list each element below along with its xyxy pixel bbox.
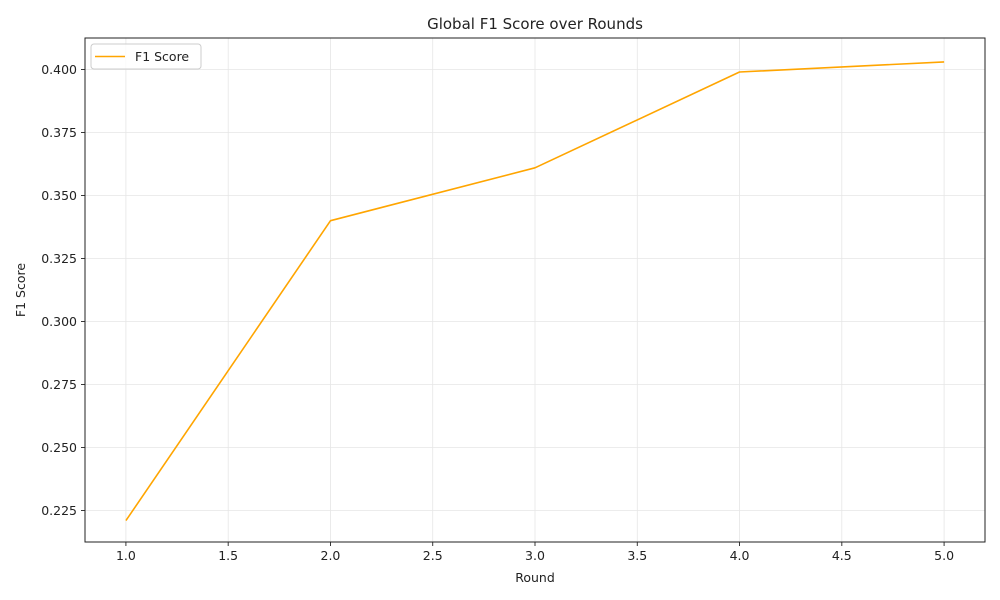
x-tick-label: 3.5 [627, 548, 647, 563]
y-tick-label: 0.250 [41, 440, 77, 455]
y-tick-label: 0.375 [41, 125, 77, 140]
chart-title: Global F1 Score over Rounds [427, 15, 643, 33]
x-tick-label: 2.0 [321, 548, 341, 563]
plot-area [125, 61, 945, 522]
y-axis-label: F1 Score [13, 263, 28, 317]
series-line [125, 61, 945, 522]
y-tick-label: 0.275 [41, 377, 77, 392]
x-tick-label: 3.0 [525, 548, 545, 563]
x-tick-label: 1.5 [218, 548, 238, 563]
x-tick-label: 5.0 [934, 548, 954, 563]
x-axis-ticks: 1.0 1.5 2.0 2.5 3.0 3.5 4.0 4.5 5.0 [116, 542, 954, 563]
x-tick-label: 4.0 [730, 548, 750, 563]
y-tick-label: 0.350 [41, 188, 77, 203]
y-tick-label: 0.300 [41, 314, 77, 329]
legend-entry: F1 Score [135, 49, 189, 64]
legend: F1 Score [90, 43, 202, 70]
legend-box [90, 43, 202, 70]
x-tick-label: 2.5 [423, 548, 443, 563]
x-axis-label: Round [515, 570, 555, 585]
y-tick-label: 0.325 [41, 251, 77, 266]
grid-lines [85, 38, 985, 542]
y-tick-label: 0.400 [41, 62, 77, 77]
y-tick-label: 0.225 [41, 503, 77, 518]
x-tick-label: 4.5 [832, 548, 852, 563]
y-axis-ticks: 0.225 0.250 0.275 0.300 0.325 0.350 0.375 0.400 [41, 62, 85, 518]
x-tick-label: 1.0 [116, 548, 136, 563]
